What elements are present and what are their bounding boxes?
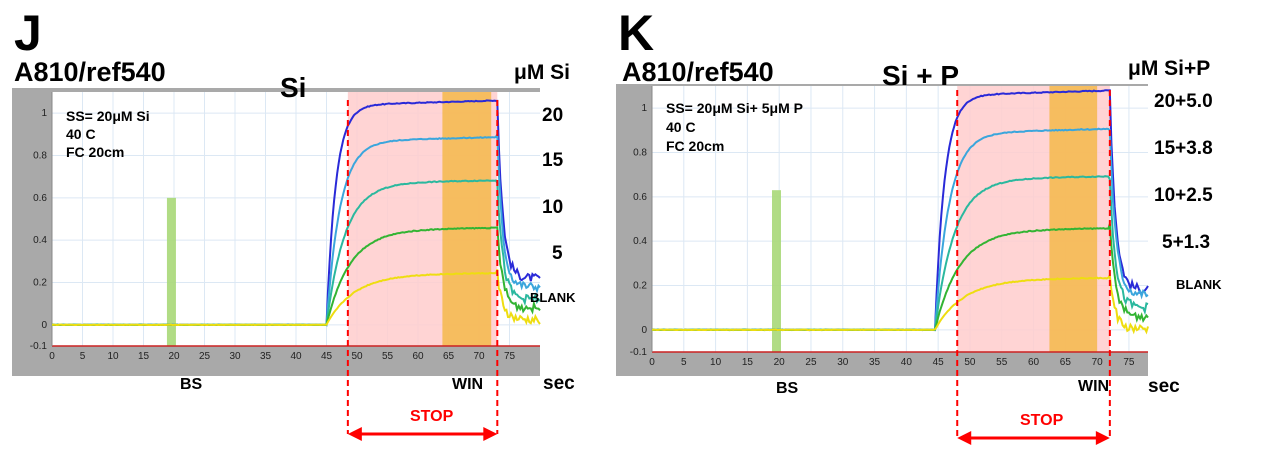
x-tick-label: 75: [1123, 357, 1135, 368]
x-tick-label: 50: [351, 351, 363, 362]
panel-k: 0 5 10 15 20 25 30 35 40 45 50 55 60 65 70 75 -0.1 0 0.2 0.…: [606, 0, 1280, 467]
unit-label: μM Si: [514, 61, 571, 84]
stop-arrow-left-head: [957, 431, 972, 445]
unit-label: μM Si+P: [1128, 57, 1211, 80]
y-tick-label: 1: [641, 103, 647, 114]
x-tick-label: 0: [649, 357, 655, 368]
x-tick-label: 65: [443, 351, 455, 362]
info-line-ss: SS= 20μM Si: [66, 108, 150, 124]
x-tick-label: 20: [168, 351, 180, 362]
chart-title: Si + P: [882, 60, 960, 91]
ratio-label: A810/ref540: [622, 57, 774, 87]
bs-label: BS: [776, 380, 799, 397]
stop-arrow-left-head: [347, 427, 362, 441]
stop-label: STOP: [410, 408, 454, 425]
x-tick-label: 75: [504, 351, 516, 362]
x-tick-label: 25: [805, 357, 817, 368]
x-tick-label: 30: [229, 351, 241, 362]
y-tick-label: -0.1: [630, 347, 648, 358]
x-tick-label: 0: [49, 351, 55, 362]
x-tick-label: 50: [964, 357, 976, 368]
series-label-5: 5: [552, 243, 563, 264]
stop-label: STOP: [1020, 412, 1064, 429]
x-tick-label: 60: [1028, 357, 1040, 368]
x-tick-label: 35: [869, 357, 881, 368]
series-label-20: 20: [542, 105, 564, 126]
x-tick-label: 45: [933, 357, 945, 368]
y-tick-label: 0.2: [33, 278, 47, 289]
x-tick-label: 70: [473, 351, 485, 362]
y-tick-label: 0.4: [633, 236, 647, 247]
x-tick-label: 60: [412, 351, 424, 362]
series-label-blank: BLANK: [530, 290, 576, 305]
stop-arrow-right-head: [483, 427, 498, 441]
info-line-ss: SS= 20μM Si+ 5μM P: [666, 100, 803, 116]
y-tick-label: 0: [641, 325, 647, 336]
y-tick-label: 0.2: [633, 281, 647, 292]
x-tick-label: 30: [837, 357, 849, 368]
x-tick-label: 40: [290, 351, 302, 362]
x-tick-label: 35: [260, 351, 272, 362]
info-line-temp: 40 C: [66, 126, 96, 142]
info-line-temp: 40 C: [666, 119, 696, 135]
x-tick-label: 5: [80, 351, 86, 362]
win-label: WIN: [1078, 378, 1110, 395]
win-label: WIN: [452, 376, 484, 393]
win-region: [1049, 86, 1098, 352]
info-line-fc: FC 20cm: [66, 144, 125, 160]
x-tick-label: 65: [1060, 357, 1072, 368]
x-tick-label: 55: [382, 351, 394, 362]
y-tick-label: 0.4: [33, 235, 47, 246]
y-tick-label: 1: [41, 108, 47, 119]
stop-arrow-right-head: [1095, 431, 1110, 445]
x-tick-label: 70: [1092, 357, 1104, 368]
series-line: [51, 269, 541, 327]
sec-label: sec: [543, 373, 575, 394]
series-line: [651, 271, 1149, 335]
x-tick-label: 15: [742, 357, 754, 368]
y-tick-label: -0.1: [30, 341, 48, 352]
bs-marker: [166, 197, 176, 346]
series-label-10-2-5: 10+2.5: [1154, 185, 1213, 206]
info-line-fc: FC 20cm: [666, 138, 725, 154]
y-tick-label: 0.6: [633, 192, 647, 203]
y-tick-label: 0: [41, 320, 47, 331]
chart-k: 0 5 10 15 20 25 30 35 40 45 50 55 60 65 70 75-0.100.20.…: [616, 84, 1149, 445]
x-tick-label: 10: [710, 357, 722, 368]
chart-j: 0 5 10 15 20 25 30 35 40 45 50 55 60 65 70 75-0.100.20.…: [12, 88, 541, 441]
y-tick-label: 0.8: [33, 151, 47, 162]
x-tick-label: 10: [107, 351, 119, 362]
x-tick-label: 20: [774, 357, 786, 368]
series-label-15-3-8: 15+3.8: [1154, 138, 1213, 159]
series-label-blank: BLANK: [1176, 277, 1222, 292]
x-tick-label: 15: [138, 351, 150, 362]
panel-j: 0 5 10 15 20 25 30 35 40 45 50 55 60 65 70 75 -0.1 0 0.2 0.…: [0, 0, 620, 467]
x-tick-label: 25: [199, 351, 211, 362]
series-label-5-1-3: 5+1.3: [1162, 232, 1211, 253]
panel-letter: K: [618, 5, 655, 61]
x-tick-label: 45: [321, 351, 333, 362]
ratio-label: A810/ref540: [14, 57, 166, 87]
y-tick-label: 0.8: [633, 148, 647, 159]
sec-label: sec: [1148, 376, 1180, 397]
x-tick-label: 40: [901, 357, 913, 368]
bs-marker: [772, 190, 781, 352]
x-tick-label: 5: [681, 357, 687, 368]
series-label-15: 15: [542, 150, 564, 171]
win-region: [442, 92, 492, 346]
chart-title: Si: [280, 72, 307, 103]
panel-letter: J: [14, 5, 42, 61]
x-tick-label: 55: [996, 357, 1008, 368]
y-tick-label: 0.6: [33, 193, 47, 204]
series-label-20-5: 20+5.0: [1154, 91, 1213, 112]
series-label-10: 10: [542, 197, 564, 218]
bs-label: BS: [180, 376, 203, 393]
